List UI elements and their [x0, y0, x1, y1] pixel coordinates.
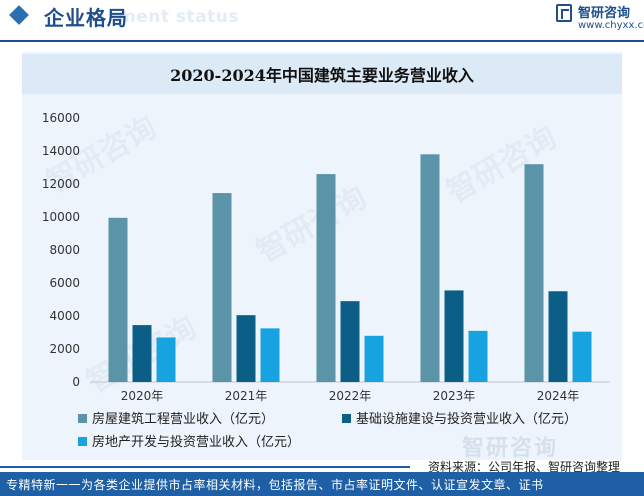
y-tick-label: 12000 [42, 177, 80, 191]
chart-title-band [22, 54, 622, 94]
chart-title: 2020-2024年中国建筑主要业务营业收入 [170, 66, 474, 85]
header-subtitle-en: ment status [118, 7, 239, 27]
legend-swatch [342, 414, 351, 423]
brand-logo-icon [556, 4, 572, 22]
bar [364, 335, 384, 382]
y-tick-label: 2000 [49, 342, 80, 356]
y-tick-label: 8000 [49, 243, 80, 257]
legend-label: 房屋建筑工程营业收入（亿元） [92, 411, 274, 427]
x-tick-label: 2020年 [121, 389, 164, 403]
bar [212, 193, 232, 382]
bar [444, 290, 464, 382]
legend-label: 房地产开发与投资营业收入（亿元） [92, 434, 300, 450]
bar [572, 331, 592, 382]
bar [420, 154, 440, 382]
bar [468, 330, 488, 382]
bar [156, 337, 176, 382]
legend-swatch [78, 414, 87, 423]
y-tick-label: 14000 [42, 144, 80, 158]
bar [548, 291, 568, 382]
bar [316, 174, 336, 382]
bar [132, 325, 152, 382]
source-note: 资料来源：公司年报、智研咨询整理 [428, 460, 621, 474]
legend-label: 基础设施建设与投资营业收入（亿元） [356, 411, 577, 427]
x-tick-label: 2022年 [329, 389, 372, 403]
page-header: ment status 企业格局 智研咨询 www.chyxx.com [0, 0, 644, 36]
y-tick-label: 0 [72, 375, 80, 389]
y-tick-label: 6000 [49, 276, 80, 290]
x-tick-label: 2021年 [225, 389, 268, 403]
y-tick-label: 16000 [42, 111, 80, 125]
legend-swatch [78, 437, 87, 446]
header-divider [0, 40, 644, 42]
x-tick-label: 2023年 [433, 389, 476, 403]
y-tick-label: 10000 [42, 210, 80, 224]
bar [524, 164, 544, 382]
bar [340, 301, 360, 382]
y-tick-label: 4000 [49, 309, 80, 323]
source-divider [0, 466, 410, 468]
footer-bar [0, 472, 644, 496]
page-title: 企业格局 [44, 6, 128, 30]
footer-text: 专精特新一一为各类企业提供市占率相关材料，包括报告、市占率证明文件、认证宣发文章… [6, 478, 544, 492]
brand-site: www.chyxx.com [578, 20, 644, 31]
bar [236, 315, 256, 382]
bar [108, 217, 128, 382]
bar [260, 328, 280, 382]
x-tick-label: 2024年 [537, 389, 580, 403]
watermark-bottom: 智研咨询 [462, 436, 559, 461]
brand-name: 智研咨询 [578, 6, 631, 21]
